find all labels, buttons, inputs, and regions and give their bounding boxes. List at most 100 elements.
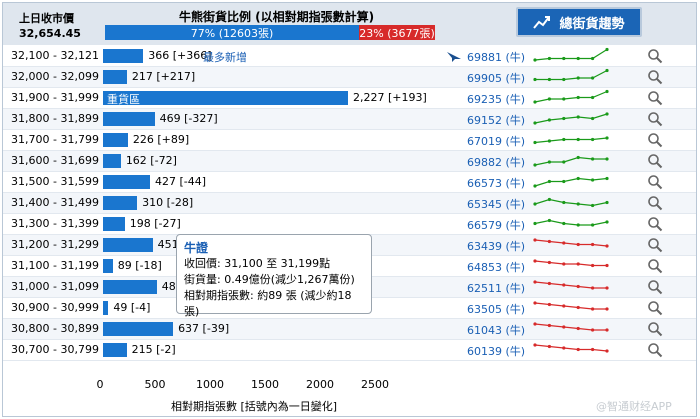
trend-sparkline	[533, 301, 609, 311]
contracts-bar[interactable]	[103, 70, 127, 84]
magnifier-icon[interactable]	[647, 48, 663, 64]
contracts-bar[interactable]	[103, 112, 155, 126]
x-tick-label: 500	[144, 378, 166, 391]
contracts-bar[interactable]	[103, 238, 153, 252]
contracts-bar[interactable]	[103, 322, 174, 336]
sparkline-point	[562, 200, 566, 205]
sparkline-point	[562, 97, 566, 101]
warrant-code-link[interactable]: 69881 (牛)	[467, 51, 526, 64]
price-range: 31,600 - 31,699	[11, 154, 99, 167]
magnifier-icon[interactable]	[647, 90, 663, 106]
sparkline-point	[591, 157, 595, 161]
warrant-code-link[interactable]: 61043 (牛)	[467, 324, 526, 337]
contracts-bar[interactable]	[103, 259, 113, 273]
magnifier-icon[interactable]	[647, 111, 663, 127]
sparkline-point	[576, 202, 580, 206]
warrant-code-link[interactable]: 66573 (牛)	[467, 177, 526, 190]
table-row[interactable]: 31,300 - 31,399 198 [-27] 66579 (牛)	[3, 214, 696, 235]
total-trend-label: 總街貨趨勢	[559, 16, 625, 32]
bar-value-label: 217 [+217]	[131, 70, 196, 83]
table-row[interactable]: 31,400 - 31,499 310 [-28] 65345 (牛)	[3, 193, 696, 214]
contracts-bar[interactable]	[103, 175, 150, 189]
warrant-code-link[interactable]: 64853 (牛)	[467, 261, 526, 274]
trend-sparkline	[533, 176, 609, 188]
warrant-code-link[interactable]: 63505 (牛)	[467, 303, 526, 316]
table-row[interactable]: 30,700 - 30,799 215 [-2] 60139 (牛)	[3, 340, 696, 361]
warrant-code-link[interactable]: 69235 (牛)	[467, 93, 526, 106]
sparkline-point	[533, 121, 537, 125]
table-row[interactable]: 32,000 - 32,099 217 [+217] 69905 (牛)	[3, 67, 696, 88]
price-range: 30,700 - 30,799	[11, 343, 99, 356]
sparkline-point	[562, 283, 566, 287]
trend-sparkline	[533, 136, 609, 145]
contracts-bar[interactable]	[103, 91, 348, 105]
magnifier-icon[interactable]	[647, 174, 663, 190]
sparkline-point	[533, 100, 537, 104]
bar-value-label: 48	[161, 280, 176, 293]
magnifier-icon[interactable]	[647, 132, 663, 148]
table-row[interactable]: 31,500 - 31,599 427 [-44] 66573 (牛)	[3, 172, 696, 193]
contracts-bar[interactable]	[103, 280, 157, 294]
warrant-code-link[interactable]: 69152 (牛)	[467, 114, 526, 127]
magnifier-icon[interactable]	[647, 279, 663, 295]
magnifier-icon[interactable]	[647, 195, 663, 211]
sparkline-point	[576, 56, 580, 61]
tooltip-outstanding: 街貨量: 0.49億份(減少1,267萬份)	[184, 273, 355, 286]
prev-close-label: 上日收市價	[19, 12, 74, 25]
sparkline-point	[576, 137, 580, 142]
price-range: 30,800 - 30,899	[11, 322, 99, 335]
warrant-code-link[interactable]: 63439 (牛)	[467, 240, 526, 253]
most-added-note: 最多新增	[203, 51, 247, 64]
sparkline-point	[562, 160, 566, 164]
warrant-code-link[interactable]: 62511 (牛)	[467, 282, 526, 295]
magnifier-icon[interactable]	[647, 237, 663, 253]
contracts-bar[interactable]	[103, 49, 144, 63]
magnifier-icon[interactable]	[647, 153, 663, 169]
sparkline-path	[534, 344, 608, 352]
table-row[interactable]: 31,700 - 31,799 226 [+89] 67019 (牛)	[3, 130, 696, 151]
bar-value-label: 89 [-18]	[117, 259, 162, 272]
sparkline-point	[562, 116, 566, 121]
warrant-code-link[interactable]: 60139 (牛)	[467, 345, 526, 358]
bar-value-label: 2,227 [+193]	[352, 91, 427, 104]
warrant-code-link[interactable]: 69882 (牛)	[467, 156, 526, 169]
table-row[interactable]: 32,100 - 32,121 366 [+366] 最多新增 69881 (牛)	[3, 46, 696, 67]
contracts-bar[interactable]	[103, 154, 121, 168]
table-row[interactable]: 30,800 - 30,899 637 [-39] 61043 (牛)	[3, 319, 696, 340]
magnifier-icon[interactable]	[647, 321, 663, 337]
sparkline-point	[591, 286, 595, 290]
x-tick-label: 0	[96, 378, 104, 391]
sparkline-point	[576, 76, 580, 80]
contracts-bar[interactable]	[103, 196, 138, 210]
sparkline-point	[533, 221, 537, 226]
sparkline-path	[534, 177, 608, 187]
contracts-bar[interactable]	[103, 133, 128, 147]
sparkline-path	[534, 90, 608, 103]
magnifier-icon[interactable]	[647, 69, 663, 85]
sparkline-point	[605, 112, 609, 116]
total-trend-button[interactable]: 總街貨趨勢	[516, 7, 642, 37]
sparkline-point	[533, 163, 537, 167]
sparkline-point	[591, 223, 595, 227]
table-row[interactable]: 30,900 - 30,999 49 [-4] 63505 (牛)	[3, 298, 696, 319]
table-row[interactable]: 31,800 - 31,899 469 [-327] 69152 (牛)	[3, 109, 696, 130]
warrant-code-link[interactable]: 65345 (牛)	[467, 198, 526, 211]
warrant-code-link[interactable]: 67019 (牛)	[467, 135, 526, 148]
warrant-code-link[interactable]: 69905 (牛)	[467, 72, 526, 85]
price-range: 31,300 - 31,399	[11, 217, 99, 230]
table-row[interactable]: 31,600 - 31,699 162 [-72] 69882 (牛)	[3, 151, 696, 172]
warrant-code-link[interactable]: 66579 (牛)	[467, 219, 526, 232]
sparkline-point	[533, 280, 537, 284]
magnifier-icon[interactable]	[647, 216, 663, 232]
magnifier-icon[interactable]	[647, 258, 663, 274]
table-row[interactable]: 31,900 - 31,999 重貨區 2,227 [+193] 69235 (牛)	[3, 88, 696, 109]
contracts-bar[interactable]	[103, 301, 109, 315]
sparkline-path	[534, 323, 607, 331]
sparkline-point	[605, 157, 609, 161]
contracts-bar[interactable]	[103, 217, 125, 231]
sparkline-point	[576, 347, 580, 352]
sparkline-point	[562, 77, 566, 82]
contracts-bar[interactable]	[103, 343, 127, 357]
magnifier-icon[interactable]	[647, 300, 663, 316]
magnifier-icon[interactable]	[647, 342, 663, 358]
